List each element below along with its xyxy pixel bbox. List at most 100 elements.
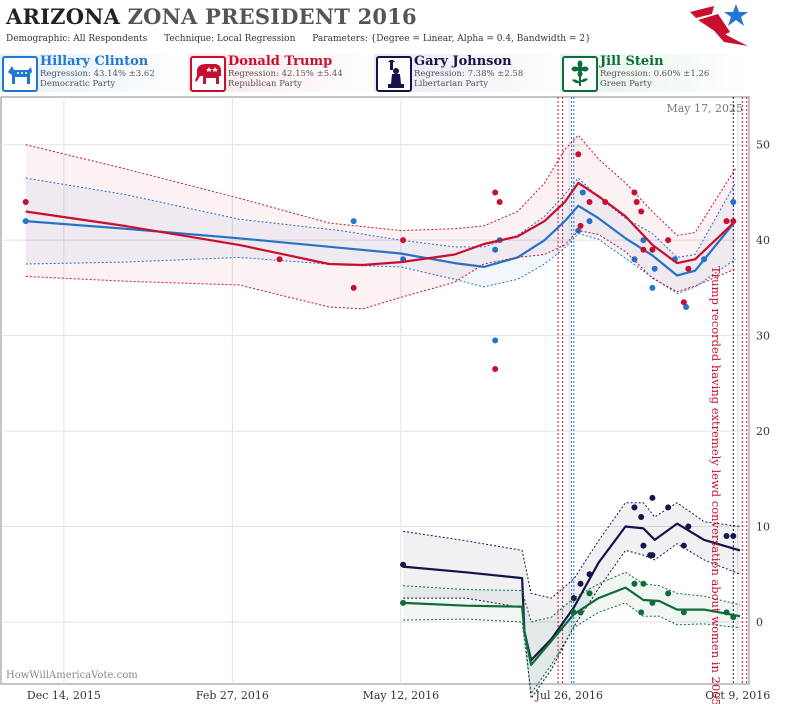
poll-point: [665, 504, 672, 511]
regression-line: [25, 204, 737, 277]
technique-label: Technique: Local Regression: [164, 34, 296, 44]
x-tick-label: Jul 26, 2016: [535, 689, 604, 702]
lower-bound-line: [403, 543, 741, 700]
poll-point: [685, 523, 692, 530]
poll-point: [577, 222, 584, 229]
poll-point: [640, 246, 647, 253]
poll-point: [400, 599, 407, 606]
poll-point: [631, 504, 638, 511]
poll-point: [649, 599, 656, 606]
x-tick-label: May 12, 2016: [363, 689, 440, 702]
poll-point: [602, 198, 609, 205]
poll-point: [570, 609, 577, 616]
poll-point: [680, 542, 687, 549]
poll-point: [640, 580, 647, 587]
poll-point: [400, 561, 407, 568]
poll-chart: 0 10 20 30 40 50 Dec 14, 2015 Feb 27, 2016 May 1…: [0, 96, 770, 704]
poll-point: [649, 246, 656, 253]
poll-point: [685, 265, 692, 272]
confidence-band: [403, 502, 740, 699]
x-tick-label: Dec 14, 2015: [27, 689, 101, 702]
y-tick-label: 50: [756, 139, 770, 152]
poll-point: [633, 198, 640, 205]
poll-point: [649, 494, 656, 501]
poll-point: [586, 218, 593, 225]
candidate-name: Donald Trump: [228, 54, 333, 69]
poll-point: [577, 609, 584, 616]
regression-line: [403, 522, 741, 662]
poll-point: [631, 189, 638, 196]
poll-point: [723, 609, 730, 616]
poll-point: [492, 337, 499, 344]
candidate-party: Libertarian Party: [414, 79, 489, 89]
y-tick-label: 0: [756, 616, 763, 629]
flower-icon: [562, 56, 598, 92]
event-annotation: Trump recorded having extremely lewd con…: [709, 266, 723, 704]
poll-point: [649, 284, 656, 291]
poll-point: [665, 237, 672, 244]
poll-point: [579, 189, 586, 196]
legend-item-stein: Jill Stein Regression: 0.60% ±1.26 Green…: [560, 54, 750, 92]
poll-point: [723, 533, 730, 540]
poll-point: [350, 284, 357, 291]
poll-point: [22, 218, 29, 225]
poll-point: [701, 256, 708, 263]
y-tick-label: 30: [756, 330, 770, 343]
candidate-legend: Hillary Clinton Regression: 43.14% ±3.62…: [0, 54, 789, 94]
lower-bound-line: [403, 602, 741, 695]
date-label: May 17, 2025: [666, 102, 743, 115]
candidate-regression: Regression: 43.14% ±3.62: [40, 69, 155, 79]
legend-item-clinton: Hillary Clinton Regression: 43.14% ±3.62…: [0, 54, 190, 92]
poll-point: [350, 218, 357, 225]
candidate-party: Green Party: [600, 79, 652, 89]
site-logo-icon: [690, 4, 748, 46]
watermark: HowWillAmericaVote.com: [6, 670, 138, 681]
poll-point: [492, 246, 499, 253]
poll-point: [586, 571, 593, 578]
poll-point: [680, 609, 687, 616]
legend-item-trump: Donald Trump Regression: 42.15% ±5.44 Re…: [188, 54, 378, 92]
parameters-label: Parameters: {Degree = Linear, Alpha = 0.…: [312, 34, 591, 44]
x-tick-label: Feb 27, 2016: [196, 689, 269, 702]
candidate-party: Democratic Party: [40, 79, 116, 89]
poll-point: [730, 614, 737, 621]
confidence-band: [403, 572, 740, 694]
poll-point: [400, 237, 407, 244]
candidate-regression: Regression: 0.60% ±1.26: [600, 69, 710, 79]
poll-point: [640, 237, 647, 244]
title-rest: ZONA PRESIDENT 2016: [127, 4, 417, 29]
y-tick-label: 10: [756, 521, 770, 534]
statue-of-liberty-icon: [376, 56, 412, 92]
candidate-name: Hillary Clinton: [40, 54, 149, 69]
poll-point: [649, 552, 656, 559]
poll-point: [638, 609, 645, 616]
poll-point: [723, 218, 730, 225]
poll-point: [492, 189, 499, 196]
poll-point: [631, 580, 638, 587]
poll-point: [730, 533, 737, 540]
candidate-regression: Regression: 7.38% ±2.58: [414, 69, 524, 79]
y-tick-label: 40: [756, 234, 770, 247]
poll-point: [577, 580, 584, 587]
poll-point: [575, 151, 582, 158]
candidate-party: Republican Party: [228, 79, 302, 89]
poll-point: [638, 513, 645, 520]
upper-bound-line: [403, 571, 741, 623]
poll-point: [586, 198, 593, 205]
upper-bound-line: [403, 502, 741, 599]
poll-point: [492, 366, 499, 373]
y-tick-label: 20: [756, 425, 770, 438]
legend-item-johnson: Gary Johnson Regression: 7.38% ±2.58 Lib…: [374, 54, 564, 92]
poll-point: [730, 198, 737, 205]
lower-bound-line: [25, 230, 736, 310]
candidate-regression: Regression: 42.15% ±5.44: [228, 69, 343, 79]
poll-point: [276, 256, 283, 263]
poll-point: [651, 265, 658, 272]
candidate-name: Gary Johnson: [414, 54, 512, 69]
demographic-label: Demographic: All Respondents: [6, 34, 148, 44]
upper-bound-line: [25, 134, 736, 236]
confidence-band: [25, 135, 736, 309]
poll-point: [586, 590, 593, 597]
poll-point: [680, 299, 687, 306]
poll-point: [638, 208, 645, 215]
